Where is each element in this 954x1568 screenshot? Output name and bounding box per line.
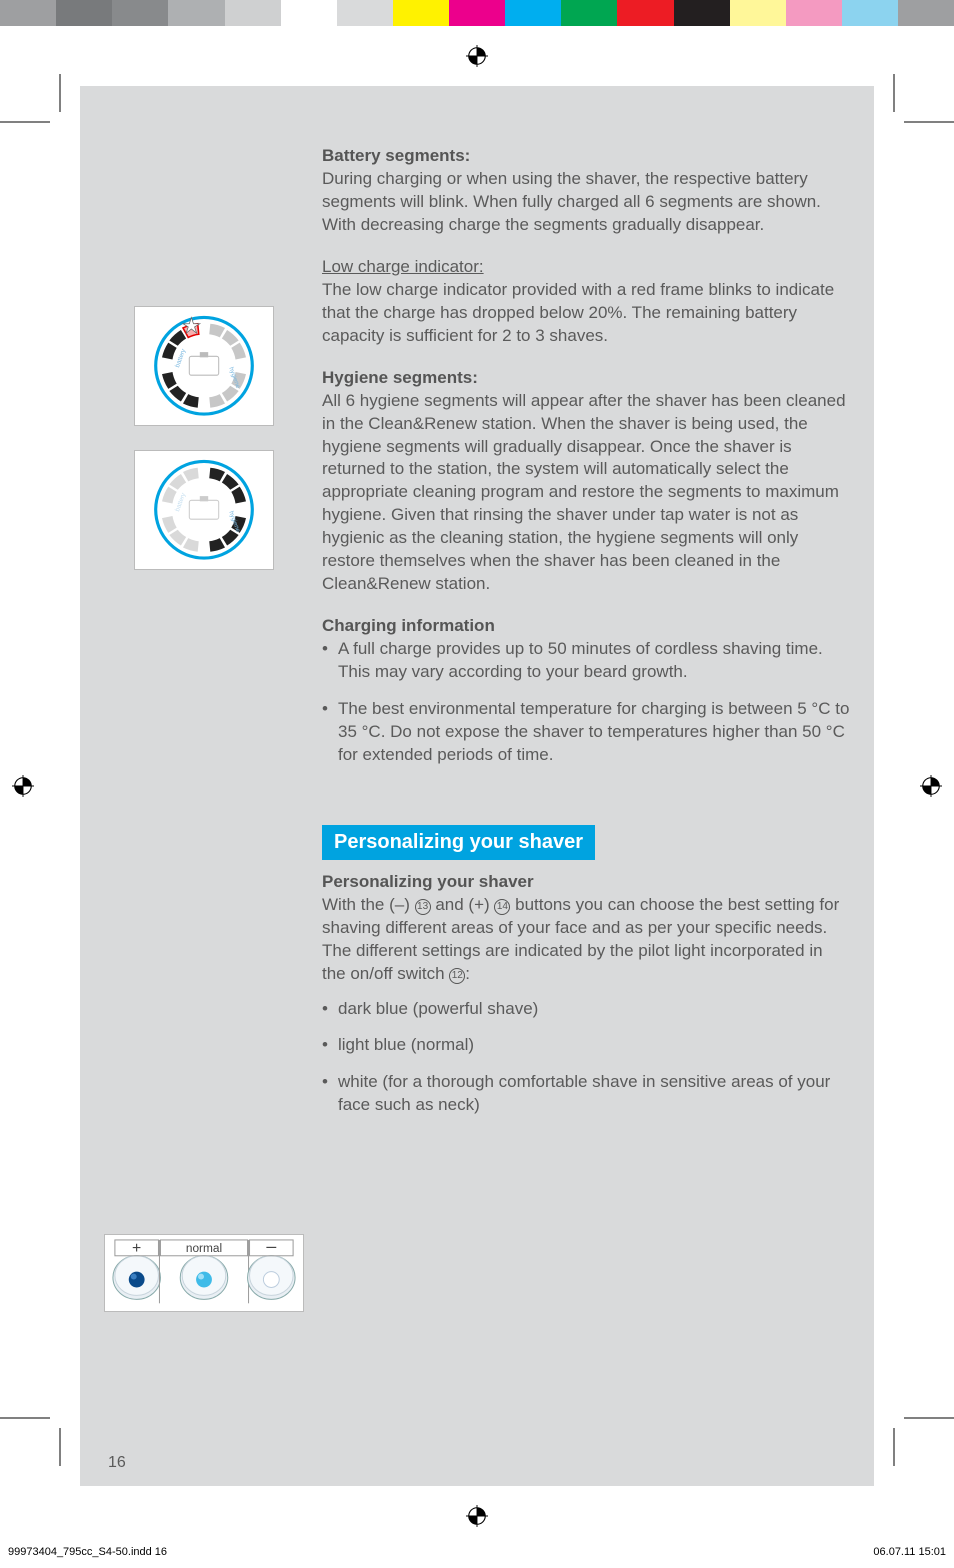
personalizing-heading: Personalizing your shaver <box>322 872 850 892</box>
battery-segments-body: During charging or when using the shaver… <box>322 168 850 237</box>
battery-segments-heading: Battery segments: <box>322 146 850 166</box>
list-item: light blue (normal) <box>322 1034 850 1057</box>
list-item: white (for a thorough comfortable shave … <box>322 1071 850 1117</box>
color-swatch <box>786 0 842 26</box>
low-charge-body: The low charge indicator provided with a… <box>322 279 850 348</box>
registration-mark-bottom <box>0 1486 954 1546</box>
color-swatch <box>898 0 954 26</box>
footer-timestamp: 06.07.11 15:01 <box>873 1546 946 1558</box>
color-swatch <box>449 0 505 26</box>
color-swatch <box>0 0 56 26</box>
page-number: 16 <box>108 1454 126 1472</box>
section-banner: Personalizing your shaver <box>322 825 595 860</box>
color-swatch <box>730 0 786 26</box>
footer-filename: 99973404_795cc_S4-50.indd 16 <box>8 1546 167 1558</box>
shaver-display-hygiene: battery hygiene <box>134 450 274 570</box>
minus-label: – <box>266 1236 276 1256</box>
page-body: battery hygiene <box>80 86 874 1486</box>
list-item: dark blue (powerful shave) <box>322 998 850 1021</box>
color-swatch <box>112 0 168 26</box>
color-swatch <box>281 0 337 26</box>
plus-label: + <box>132 1240 141 1257</box>
color-swatch <box>225 0 281 26</box>
color-swatch <box>842 0 898 26</box>
list-item: A full charge provides up to 50 minutes … <box>322 638 850 684</box>
print-color-bar <box>0 0 954 26</box>
hygiene-segments-heading: Hygiene segments: <box>322 368 850 388</box>
color-swatch <box>561 0 617 26</box>
color-swatch <box>617 0 673 26</box>
color-swatch <box>337 0 393 26</box>
charging-info-list: A full charge provides up to 50 minutes … <box>322 638 850 767</box>
ref-12-icon: 12 <box>449 968 465 984</box>
registration-mark-top <box>0 26 954 86</box>
ref-14-icon: 14 <box>494 899 510 915</box>
personalize-buttons-illustration: + normal <box>104 1234 304 1312</box>
illustration-column: battery hygiene <box>104 146 304 1312</box>
shaver-display-low-charge: battery hygiene <box>134 306 274 426</box>
color-swatch <box>674 0 730 26</box>
normal-label: normal <box>186 1241 222 1255</box>
ref-13-icon: 13 <box>415 899 431 915</box>
personalizing-list: dark blue (powerful shave) light blue (n… <box>322 998 850 1118</box>
color-swatch <box>168 0 224 26</box>
personalizing-intro: With the (–) 13 and (+) 14 buttons you c… <box>322 894 850 986</box>
color-swatch <box>505 0 561 26</box>
hygiene-segments-body: All 6 hygiene segments will appear after… <box>322 390 850 596</box>
imposition-footer: 99973404_795cc_S4-50.indd 16 06.07.11 15… <box>0 1546 954 1564</box>
text-column: Battery segments: During charging or whe… <box>322 146 850 1312</box>
color-swatch <box>56 0 112 26</box>
charging-info-heading: Charging information <box>322 616 850 636</box>
list-item: The best environmental temperature for c… <box>322 698 850 767</box>
low-charge-heading: Low charge indicator: <box>322 257 850 277</box>
color-swatch <box>393 0 449 26</box>
